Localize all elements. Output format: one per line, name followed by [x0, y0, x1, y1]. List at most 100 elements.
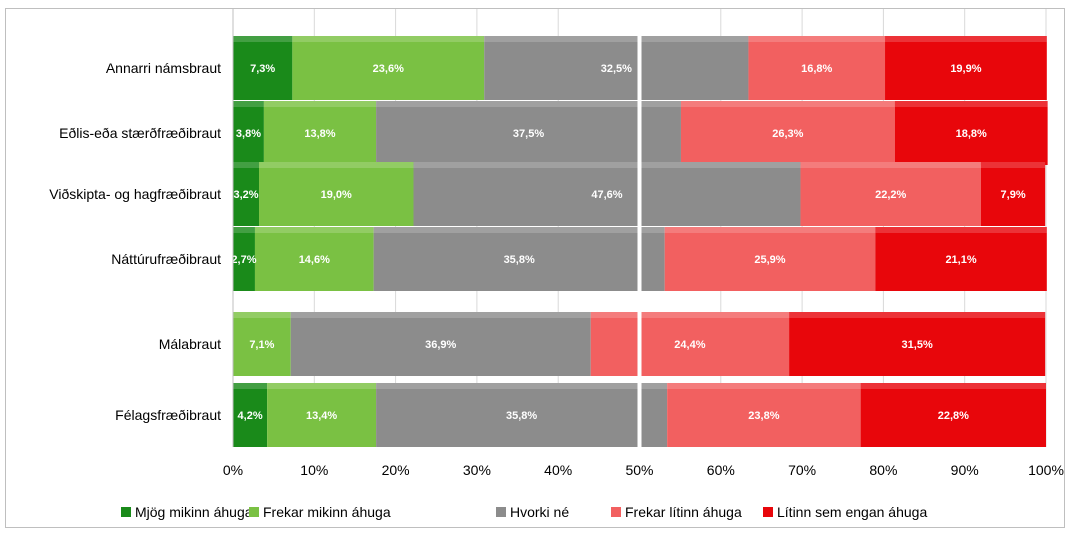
data-label: 35,8%: [506, 410, 537, 422]
category-label: Eðlis-eða stærðfræðibraut: [59, 125, 221, 141]
bar-segment: [233, 36, 293, 100]
bar-segment: [664, 227, 876, 291]
x-tick-label: 10%: [300, 462, 328, 478]
bar-highlight: [800, 162, 981, 168]
legend-label: Frekar lítinn áhuga: [625, 504, 742, 520]
data-label: 47,6%: [591, 189, 622, 201]
bars: [233, 36, 1048, 447]
bar-segment: [233, 162, 260, 226]
data-label: 19,0%: [321, 189, 352, 201]
bar-highlight: [980, 162, 1046, 168]
bar-highlight: [233, 312, 291, 318]
bar-highlight: [789, 312, 1046, 318]
stacked-bar-chart: 7,3% 23,6% 32,5% 16,8% 19,9% 3,8% 13,8% 37,5% 26…: [49, 9, 1064, 520]
legend-swatch: [763, 507, 773, 517]
bar-segment: [292, 36, 485, 100]
data-label: 3,8%: [236, 128, 261, 140]
bar-segment: [259, 162, 414, 226]
bar-segment: [263, 101, 377, 165]
data-label: 23,8%: [748, 410, 779, 422]
bar-highlight: [667, 383, 861, 389]
legend-label: Mjög mikinn áhuga: [135, 504, 253, 520]
data-label: 3,2%: [233, 189, 258, 201]
data-label: 23,6%: [373, 63, 404, 75]
data-labels: 7,3% 23,6% 32,5% 16,8% 19,9% 3,8% 13,8% 37,5% 26…: [231, 63, 1025, 422]
data-label: 14,6%: [299, 254, 330, 266]
category-label: Annarri námsbraut: [106, 60, 221, 76]
bar-highlight: [233, 227, 255, 233]
bar-segment: [290, 312, 591, 376]
bar-segment: [980, 162, 1046, 226]
bar-segment: [789, 312, 1046, 376]
bar-highlight: [233, 36, 293, 42]
legend-label: Lítinn sem engan áhuga: [777, 504, 927, 520]
bar-highlight: [233, 101, 264, 107]
data-label: 36,9%: [425, 339, 456, 351]
bar-segment: [748, 36, 886, 100]
data-label: 13,8%: [304, 128, 335, 140]
category-label: Málabraut: [159, 336, 221, 352]
bar-segment: [413, 162, 801, 226]
bar-segment: [484, 36, 749, 100]
bar-segment: [875, 227, 1047, 291]
bar-segment: [233, 227, 255, 291]
legend-swatch: [496, 507, 506, 517]
legend-label: Frekar mikinn áhuga: [263, 504, 391, 520]
bar-highlight: [259, 162, 414, 168]
legend-swatch: [611, 507, 621, 517]
x-tick-label: 80%: [869, 462, 897, 478]
x-tick-label: 100%: [1028, 462, 1064, 478]
bar-segment: [894, 101, 1048, 165]
category-label: Náttúrufræðibraut: [111, 251, 221, 267]
bar-highlight: [373, 227, 665, 233]
data-label: 19,9%: [950, 63, 981, 75]
bar-segment: [254, 227, 374, 291]
data-label: 32,5%: [601, 63, 632, 75]
x-tick-label: 0%: [223, 462, 243, 478]
bar-segment: [800, 162, 981, 226]
data-label: 22,2%: [875, 189, 906, 201]
data-label: 25,9%: [754, 254, 785, 266]
bar-highlight: [664, 227, 876, 233]
data-label: 7,1%: [249, 339, 274, 351]
axes: 0% 10% 20% 30% 40% 50% 60% 70% 80% 90% 100% Annarri…: [49, 9, 1064, 478]
bar-highlight: [680, 101, 895, 107]
bar-segment: [233, 312, 291, 376]
data-label: 31,5%: [902, 339, 933, 351]
bar-highlight: [233, 383, 268, 389]
bar-highlight: [590, 312, 790, 318]
bar-segment: [233, 383, 268, 447]
legend: Mjög mikinn áhuga Frekar mikinn áhuga Hvor…: [121, 504, 927, 520]
bar-segment: [885, 36, 1047, 100]
bar-segment: [376, 101, 681, 165]
x-tick-label: 20%: [382, 462, 410, 478]
bar-highlight: [290, 312, 591, 318]
x-tick-label: 40%: [544, 462, 572, 478]
bar-segment: [860, 383, 1046, 447]
bar-segment: [376, 383, 668, 447]
legend-swatch: [121, 507, 131, 517]
bar-highlight: [263, 101, 377, 107]
data-label: 2,7%: [231, 254, 256, 266]
bar-segment: [373, 227, 665, 291]
data-label: 7,9%: [1001, 189, 1026, 201]
bar-segment: [680, 101, 895, 165]
bar-highlight: [292, 36, 485, 42]
bar-highlight: [233, 162, 260, 168]
data-label: 7,3%: [250, 63, 275, 75]
bar-highlight: [267, 383, 377, 389]
data-label: 21,1%: [945, 254, 976, 266]
x-tick-label: 70%: [788, 462, 816, 478]
x-tick-label: 30%: [463, 462, 491, 478]
bar-highlight: [894, 101, 1048, 107]
bar-highlight: [413, 162, 801, 168]
bar-segment: [590, 312, 790, 376]
bar-segment: [667, 383, 861, 447]
category-label: Félagsfræðibraut: [115, 407, 221, 423]
bar-highlight: [376, 383, 668, 389]
bar-segment: [267, 383, 377, 447]
bar-highlight: [748, 36, 886, 42]
data-label: 22,8%: [938, 410, 969, 422]
legend-label: Hvorki né: [510, 504, 569, 520]
data-label: 24,4%: [674, 339, 705, 351]
